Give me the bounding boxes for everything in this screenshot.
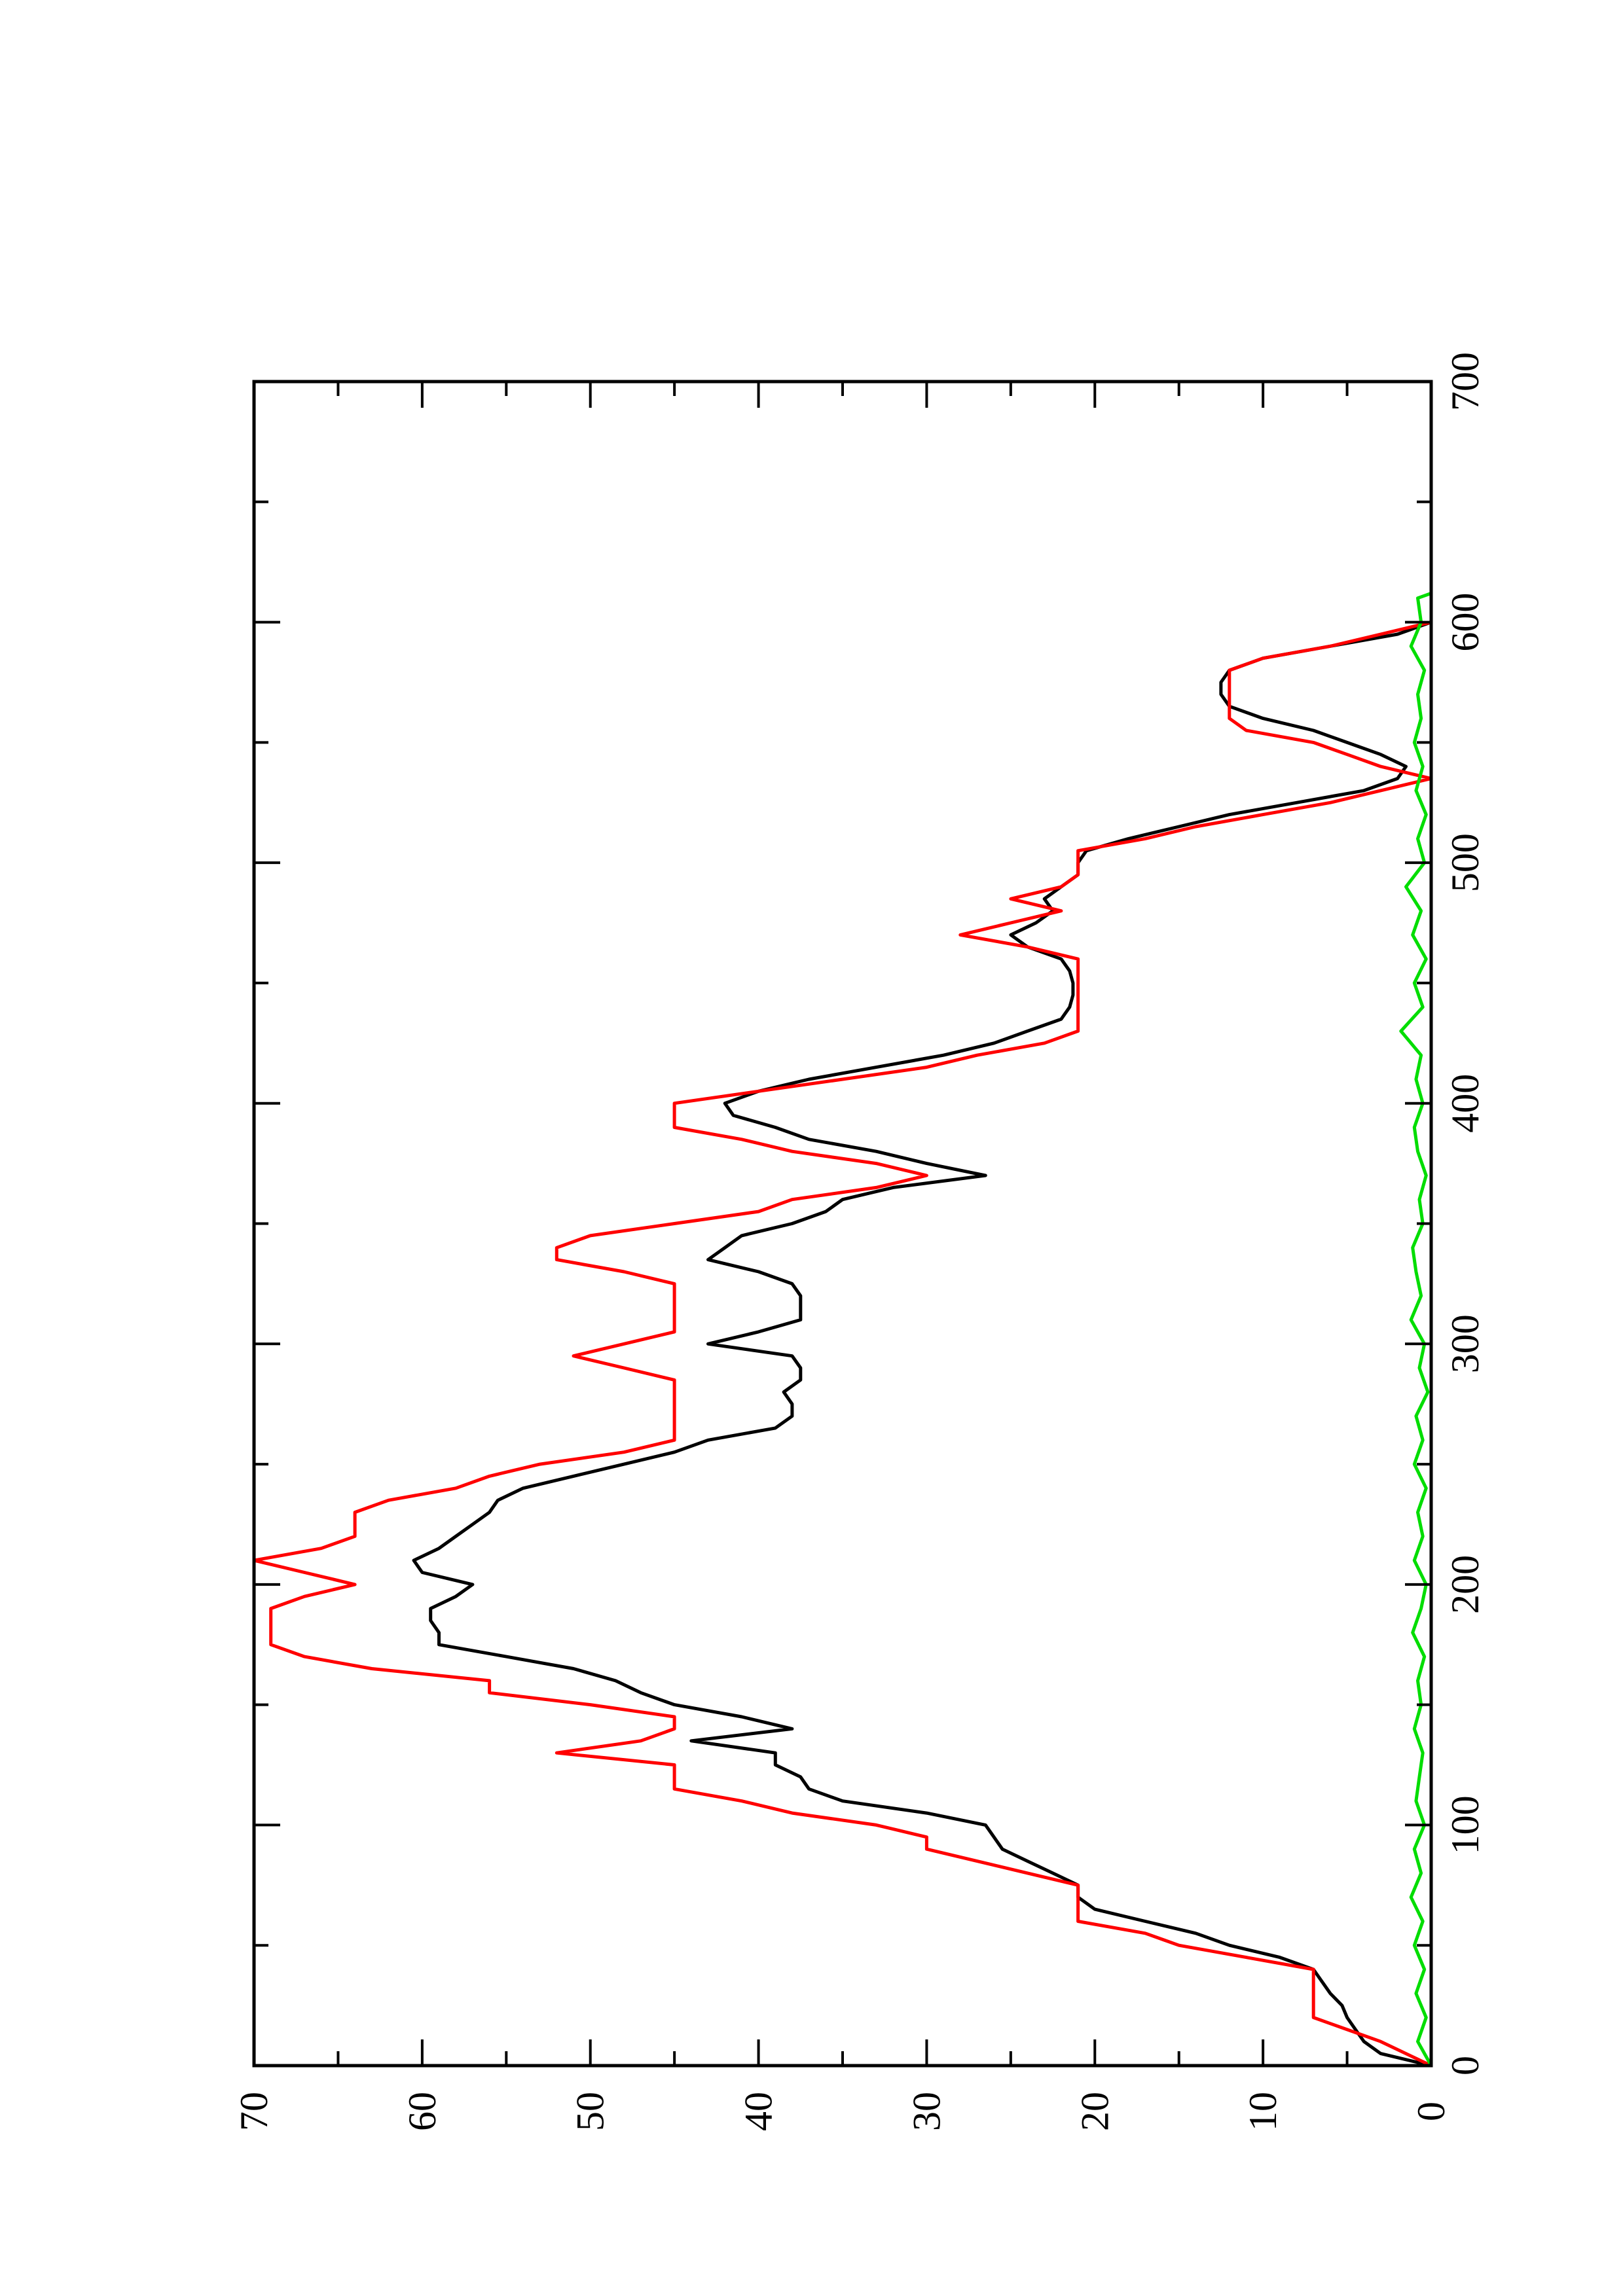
x-tick-label: 0 xyxy=(1444,2056,1487,2075)
x-tick-label: 300 xyxy=(1444,1314,1487,1373)
x-tick-label: 700 xyxy=(1444,352,1487,411)
y-tick-label: 40 xyxy=(737,2092,780,2131)
y-tick-label: 30 xyxy=(905,2092,948,2131)
y-tick-label: 50 xyxy=(569,2092,612,2131)
y-tick-label: 20 xyxy=(1073,2092,1116,2131)
x-tick-label: 600 xyxy=(1444,593,1487,652)
y-tick-label: 0 xyxy=(1410,2102,1453,2121)
x-tick-label: 200 xyxy=(1444,1555,1487,1614)
y-tick-label: 60 xyxy=(401,2092,444,2131)
x-tick-label: 400 xyxy=(1444,1074,1487,1133)
y-tick-label: 70 xyxy=(232,2092,276,2131)
x-tick-label: 100 xyxy=(1444,1795,1487,1854)
y-tick-label: 10 xyxy=(1241,2092,1285,2131)
x-tick-label: 500 xyxy=(1444,833,1487,892)
